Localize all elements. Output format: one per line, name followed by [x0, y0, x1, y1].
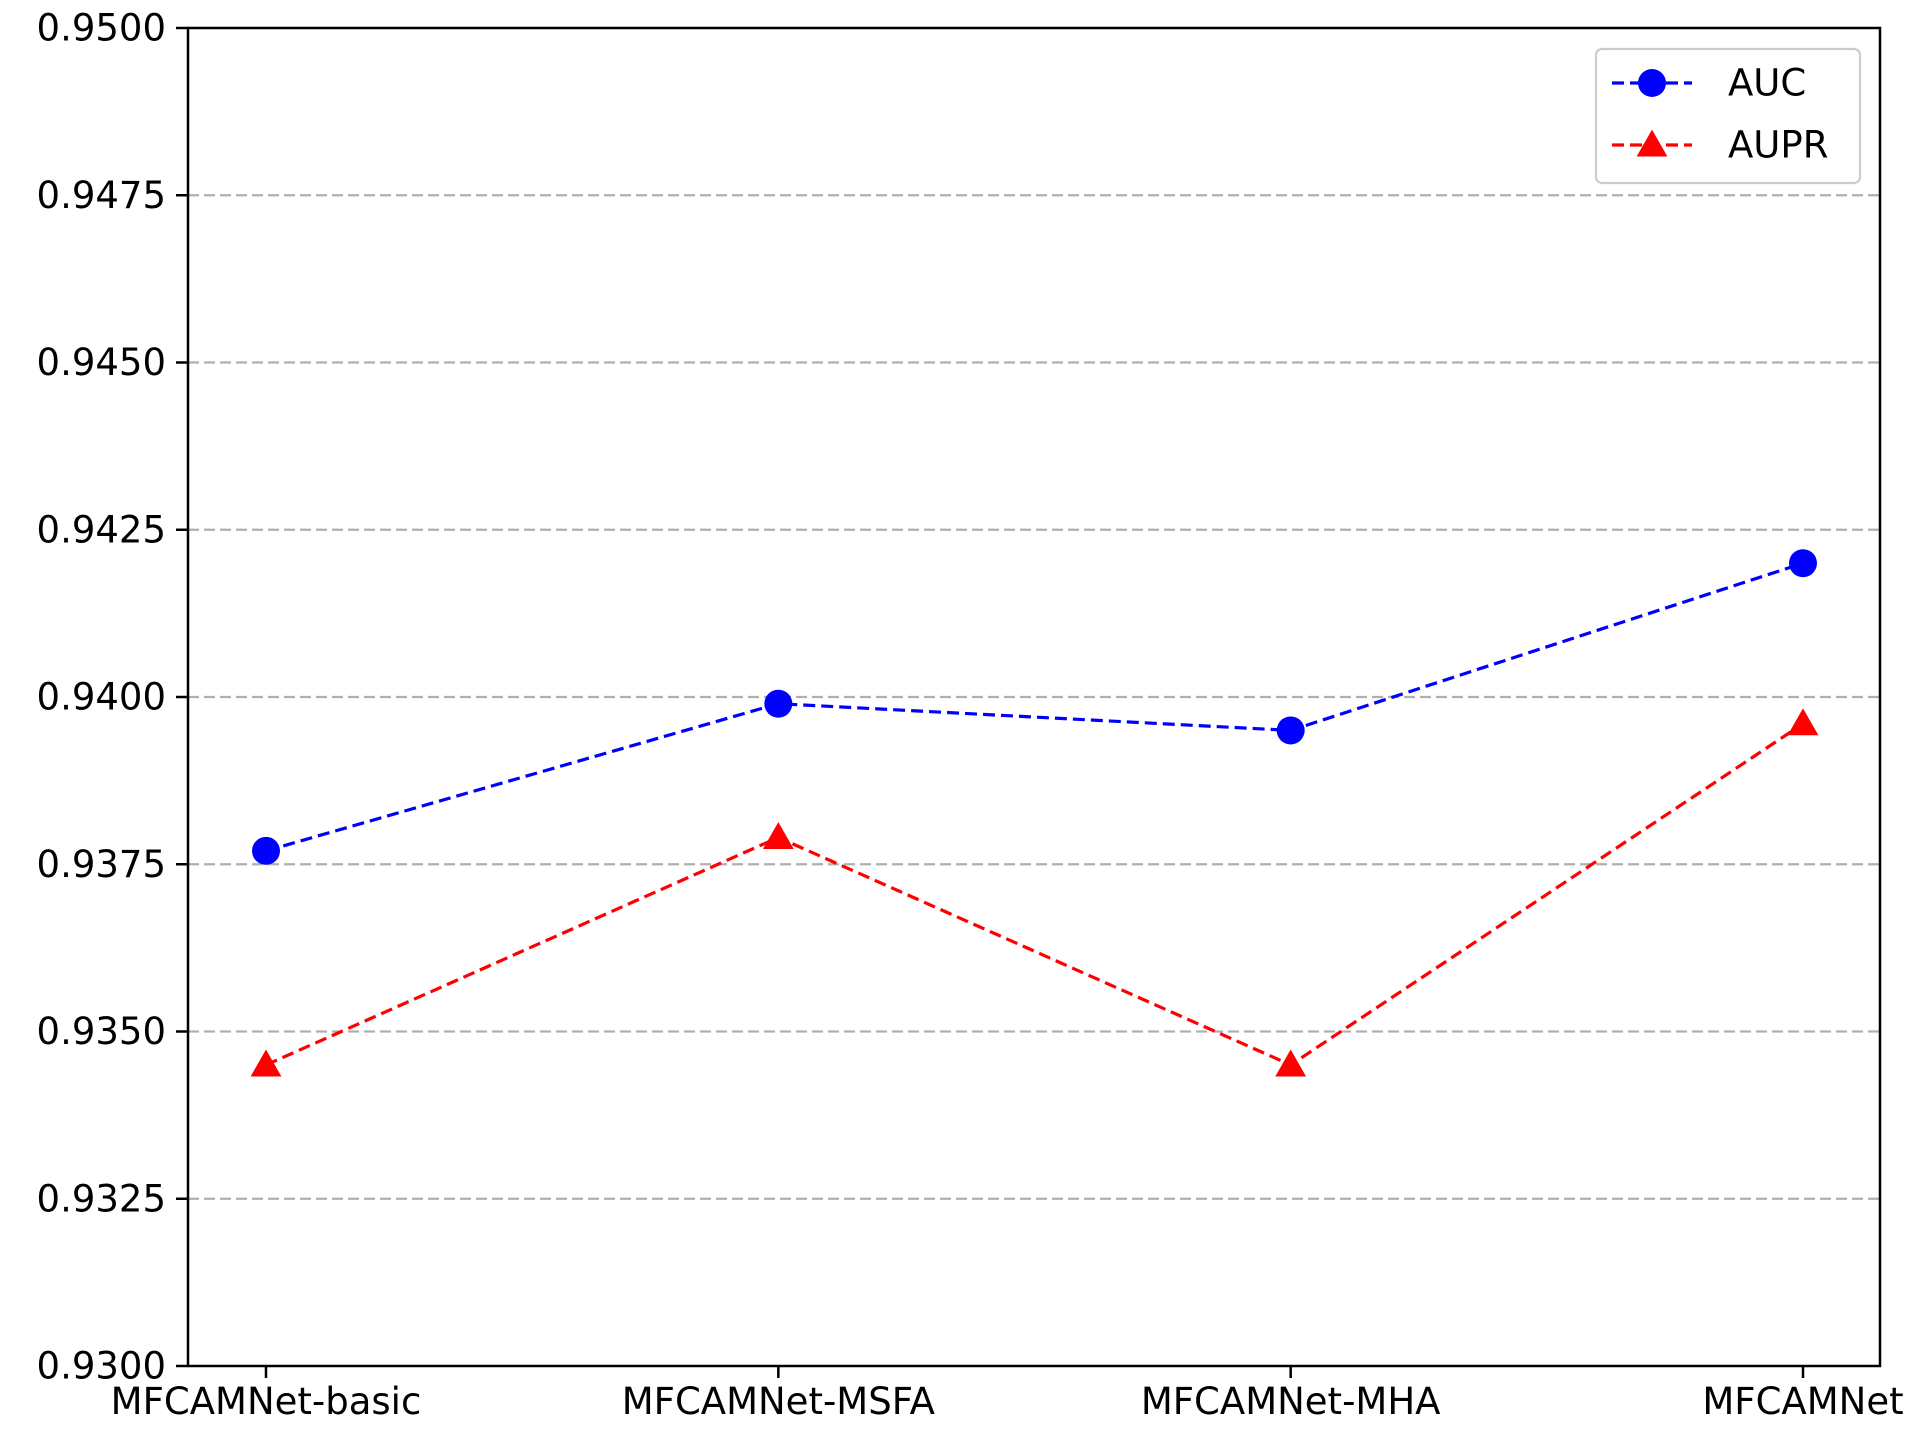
legend-marker-aupr: [1636, 129, 1668, 157]
legend-label: AUC: [1728, 62, 1806, 105]
y-tick-label: 0.9300: [37, 1345, 166, 1388]
legend-marker-auc: [1638, 69, 1666, 97]
x-tick-label: MFCAMNet: [1702, 1380, 1903, 1423]
x-tick-label: MFCAMNet-MSFA: [622, 1380, 935, 1423]
y-tick-label: 0.9500: [37, 7, 166, 50]
series-aupr: [250, 708, 1819, 1077]
series-auc: [252, 549, 1817, 865]
y-tick-label: 0.9350: [37, 1010, 166, 1053]
y-tick-label: 0.9375: [37, 843, 166, 886]
grid-lines: [188, 194, 1880, 1200]
series-layer: [250, 549, 1819, 1077]
auc-point: [764, 689, 793, 718]
auc-point: [1276, 716, 1305, 745]
x-tick-label: MFCAMNet-MHA: [1141, 1380, 1441, 1423]
x-axis: MFCAMNet-basic MFCAMNet-MSFA MFCAMNet-MHA M…: [111, 1366, 1904, 1423]
y-tick-label: 0.9475: [37, 174, 166, 217]
aupr-line: [265, 722, 1804, 1067]
plot-frame: [186, 26, 1882, 1368]
auc-point: [1789, 549, 1817, 578]
auc-line: [265, 561, 1804, 853]
y-tick-label: 0.9400: [37, 676, 166, 719]
legend-label: AUPR: [1728, 124, 1828, 167]
x-tick-label: MFCAMNet-basic: [111, 1380, 422, 1423]
auc-point: [252, 836, 280, 865]
y-tick-label: 0.9425: [37, 508, 166, 551]
aupr-point: [250, 1049, 282, 1077]
aupr-point: [1787, 708, 1819, 736]
aupr-point: [1275, 1049, 1307, 1077]
legend: AUC AUPR: [1594, 47, 1862, 185]
y-axis: 0.9300 0.9325 0.9350 0.9375 0.9400 0.9425 0.94…: [37, 7, 188, 1388]
y-tick-label: 0.9325: [37, 1177, 166, 1220]
y-tick-label: 0.9450: [37, 341, 166, 384]
aupr-point: [762, 822, 794, 850]
